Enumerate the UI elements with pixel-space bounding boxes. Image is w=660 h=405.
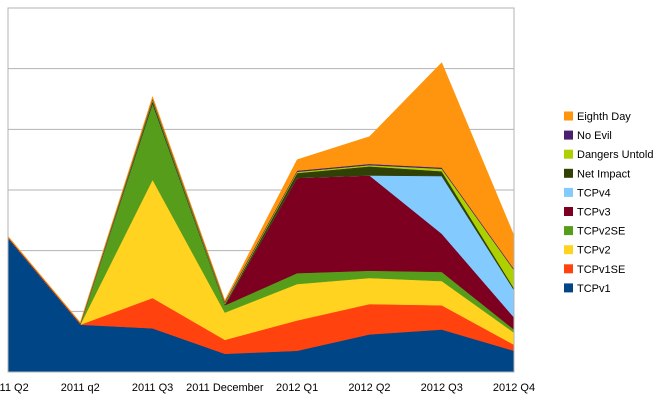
legend-swatch-tcpv2 — [564, 245, 573, 255]
legend-swatch-tcpv3 — [564, 207, 573, 216]
legend-swatch-tcpv1se — [564, 264, 573, 274]
x-tick-label-2011-december: 2011 December — [186, 382, 264, 394]
legend-swatch-tcpv2se — [564, 226, 573, 236]
legend-label-eighth-day: Eighth Day — [577, 111, 631, 123]
legend: Eighth Day No Evil Dangers Untold Net Impac… — [564, 111, 653, 295]
legend-swatch-no-evil — [564, 130, 573, 140]
legend-label-dangers-untold: Dangers Untold — [577, 149, 653, 161]
legend-label-tcpv3: TCPv3 — [577, 207, 611, 219]
legend-label-net-impact: Net Impact — [577, 168, 630, 180]
legend-swatch-tcpv1 — [564, 283, 573, 293]
legend-swatch-eighth-day — [564, 111, 573, 121]
x-tick-label-2012-q2: 2012 Q2 — [348, 382, 390, 394]
legend-label-tcpv1: TCPv1 — [577, 283, 611, 295]
x-tick-label-2011-q3: 2011 Q3 — [132, 382, 173, 394]
legend-label-tcpv2: TCPv2 — [577, 245, 611, 257]
plot-border — [7, 7, 515, 373]
legend-label-tcpv2se: TCPv2SE — [577, 226, 625, 238]
x-tick-label-2012-q4: 2012 Q4 — [493, 382, 535, 394]
x-tick-label-2012-q3: 2012 Q3 — [421, 382, 463, 394]
legend-label-tcpv1se: TCPv1SE — [577, 264, 625, 276]
x-tick-label-2012-q1: 2012 Q1 — [276, 382, 318, 394]
x-axis-tick-labels: 2011 Q2 2011 q2 2011 Q3 2011 December 2012 Q… — [0, 382, 535, 394]
legend-swatch-dangers-untold — [564, 149, 573, 159]
legend-swatch-tcpv4 — [564, 187, 573, 197]
legend-label-no-evil: No Evil — [577, 130, 612, 142]
plot-areas — [7, 62, 515, 373]
legend-swatch-net-impact — [564, 168, 573, 178]
x-tick-label-2011-q2: 2011 Q2 — [0, 382, 29, 394]
x-tick-label-2011-q2: 2011 q2 — [61, 382, 100, 394]
plot-frame — [7, 7, 515, 373]
legend-label-tcpv4: TCPv4 — [577, 187, 611, 199]
